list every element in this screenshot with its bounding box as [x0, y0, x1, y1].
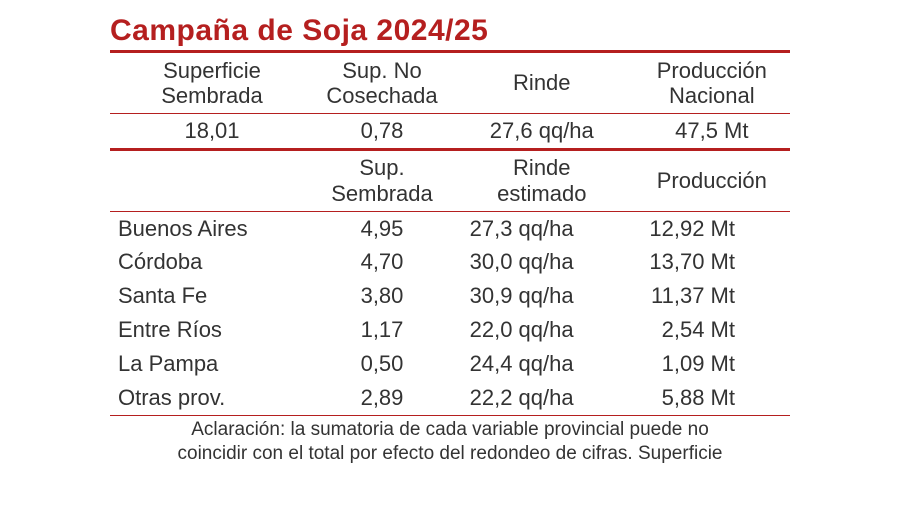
prov-name: La Pampa [110, 347, 314, 381]
summary-col-0: SuperficieSembrada [110, 52, 314, 114]
prov-sup: 0,50 [314, 347, 450, 381]
prov-sup: 4,95 [314, 211, 450, 245]
provinces-table: Sup.Sembrada Rindeestimado Producción Bu… [110, 148, 790, 416]
prov-prod: 2,54 Mt [634, 313, 790, 347]
footnote: Aclaración: la sumatoria de cada variabl… [110, 416, 790, 466]
prov-prod: 12,92 Mt [634, 211, 790, 245]
summary-col-1: Sup. NoCosechada [314, 52, 450, 114]
prov-name: Entre Ríos [110, 313, 314, 347]
title-part2: de Soja 2024/25 [257, 14, 488, 47]
prov-name: Otras prov. [110, 381, 314, 415]
prov-col-2: Rindeestimado [450, 149, 634, 211]
summary-val-2: 27,6 qq/ha [450, 114, 634, 148]
summary-val-3: 47,5 Mt [634, 114, 790, 148]
prov-prod: 5,88 Mt [634, 381, 790, 415]
footnote-line2: coincidir con el total por efecto del re… [178, 443, 723, 464]
prov-sup: 4,70 [314, 245, 450, 279]
summary-header-row: SuperficieSembrada Sup. NoCosechada Rind… [110, 52, 790, 114]
title-part1: Campaña [110, 14, 257, 47]
table-row: La Pampa0,5024,4 qq/ha1,09 Mt [110, 347, 790, 381]
summary-col-3: ProducciónNacional [634, 52, 790, 114]
prov-rinde: 30,0 qq/ha [450, 245, 634, 279]
prov-prod: 11,37 Mt [634, 279, 790, 313]
prov-rinde: 27,3 qq/ha [450, 211, 634, 245]
prov-name: Buenos Aires [110, 211, 314, 245]
prov-name: Córdoba [110, 245, 314, 279]
prov-sup: 1,17 [314, 313, 450, 347]
table-row: Buenos Aires4,9527,3 qq/ha12,92 Mt [110, 211, 790, 245]
table-row: Córdoba4,7030,0 qq/ha13,70 Mt [110, 245, 790, 279]
summary-val-0: 18,01 [110, 114, 314, 148]
summary-val-1: 0,78 [314, 114, 450, 148]
summary-table: SuperficieSembrada Sup. NoCosechada Rind… [110, 50, 790, 148]
prov-sup: 3,80 [314, 279, 450, 313]
prov-col-0 [110, 149, 314, 211]
prov-prod: 13,70 Mt [634, 245, 790, 279]
prov-rinde: 22,2 qq/ha [450, 381, 634, 415]
prov-prod: 1,09 Mt [634, 347, 790, 381]
prov-rinde: 24,4 qq/ha [450, 347, 634, 381]
summary-col-2: Rinde [450, 52, 634, 114]
prov-rinde: 22,0 qq/ha [450, 313, 634, 347]
prov-name: Santa Fe [110, 279, 314, 313]
prov-rinde: 30,9 qq/ha [450, 279, 634, 313]
table-row: Entre Ríos1,1722,0 qq/ha2,54 Mt [110, 313, 790, 347]
provinces-header-row: Sup.Sembrada Rindeestimado Producción [110, 149, 790, 211]
table-row: Otras prov.2,8922,2 qq/ha5,88 Mt [110, 381, 790, 415]
table-row: Santa Fe3,8030,9 qq/ha11,37 Mt [110, 279, 790, 313]
prov-col-1: Sup.Sembrada [314, 149, 450, 211]
prov-sup: 2,89 [314, 381, 450, 415]
page-title: Campaña de Soja 2024/25 [110, 14, 790, 50]
footnote-line1: Aclaración: la sumatoria de cada variabl… [191, 419, 709, 440]
prov-col-3: Producción [634, 149, 790, 211]
summary-value-row: 18,01 0,78 27,6 qq/ha 47,5 Mt [110, 114, 790, 148]
